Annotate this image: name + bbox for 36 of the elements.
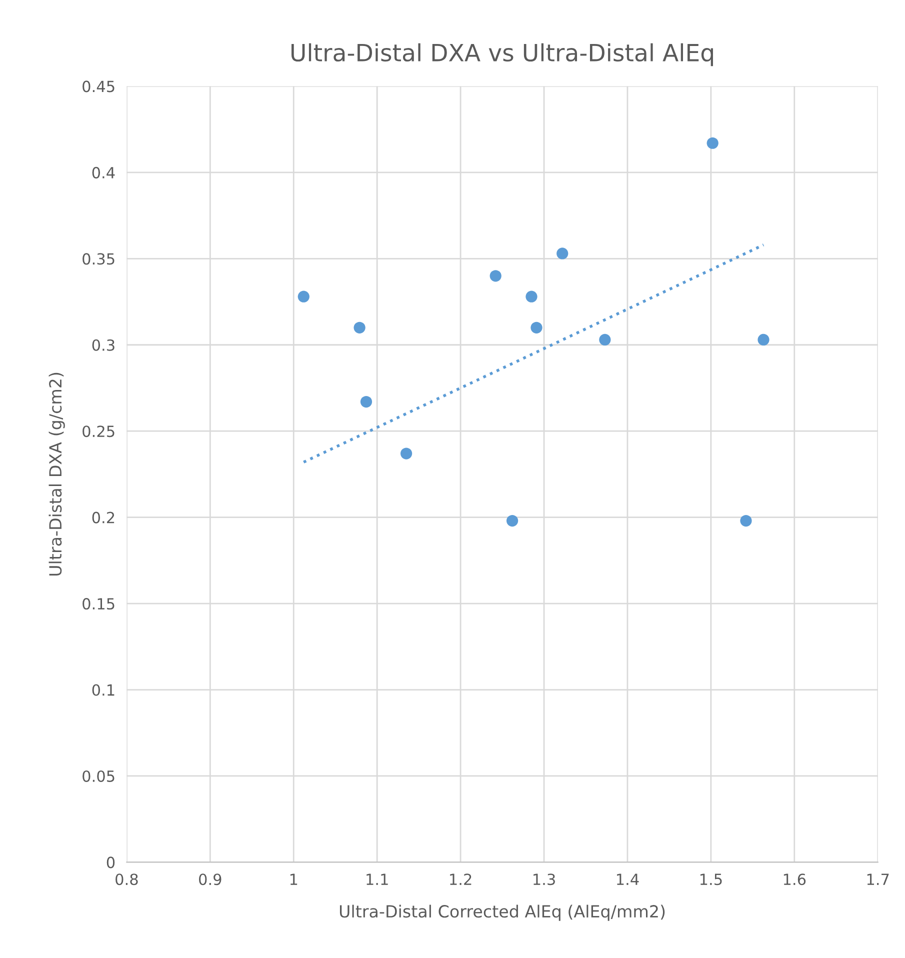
point	[556, 248, 568, 260]
x-tick-label: 0.8	[116, 874, 138, 886]
point	[354, 322, 366, 334]
point	[506, 514, 518, 527]
point	[740, 514, 752, 527]
point	[599, 334, 611, 346]
x-tick-label: 1	[290, 874, 298, 885]
x-tick-label: 1.4	[616, 874, 639, 885]
y-axis-title: Ultra-Distal DXA (g/cm2)	[48, 372, 65, 576]
y-tick-label: 0.2	[92, 512, 114, 524]
y-tick-label: 0.15	[82, 598, 114, 610]
y-tick-label: 0.4	[92, 166, 115, 178]
point	[360, 396, 372, 408]
point	[490, 270, 502, 282]
point	[530, 322, 542, 334]
y-tick-label: 0.05	[82, 770, 114, 782]
point	[758, 334, 770, 346]
point	[298, 290, 310, 302]
y-tick-label: 0.45	[82, 80, 114, 92]
y-tick-label: 0.25	[82, 426, 114, 438]
x-tick-label: 1.3	[534, 874, 555, 886]
x-tick-label: 1.7	[867, 874, 889, 885]
y-tick-label: 0	[106, 856, 115, 868]
point	[526, 290, 538, 302]
x-axis-title: Ultra-Distal Corrected AlEq (AlEq/mm2)	[340, 904, 665, 921]
chart-title: Ultra-Distal DXA vs Ultra-Distal AlEq	[292, 43, 713, 66]
y-tick-label: 0.1	[92, 684, 114, 696]
x-tick-label: 1.6	[784, 874, 806, 886]
x-tick-label: 1.1	[366, 874, 388, 885]
x-tick-label: 1.5	[700, 874, 722, 886]
y-tick-label: 0.35	[82, 253, 114, 265]
y-tick-label: 0.3	[92, 339, 114, 351]
x-tick-label: 1.2	[450, 874, 472, 885]
point	[400, 448, 412, 460]
point	[706, 137, 718, 149]
x-tick-label: 0.9	[199, 874, 222, 886]
